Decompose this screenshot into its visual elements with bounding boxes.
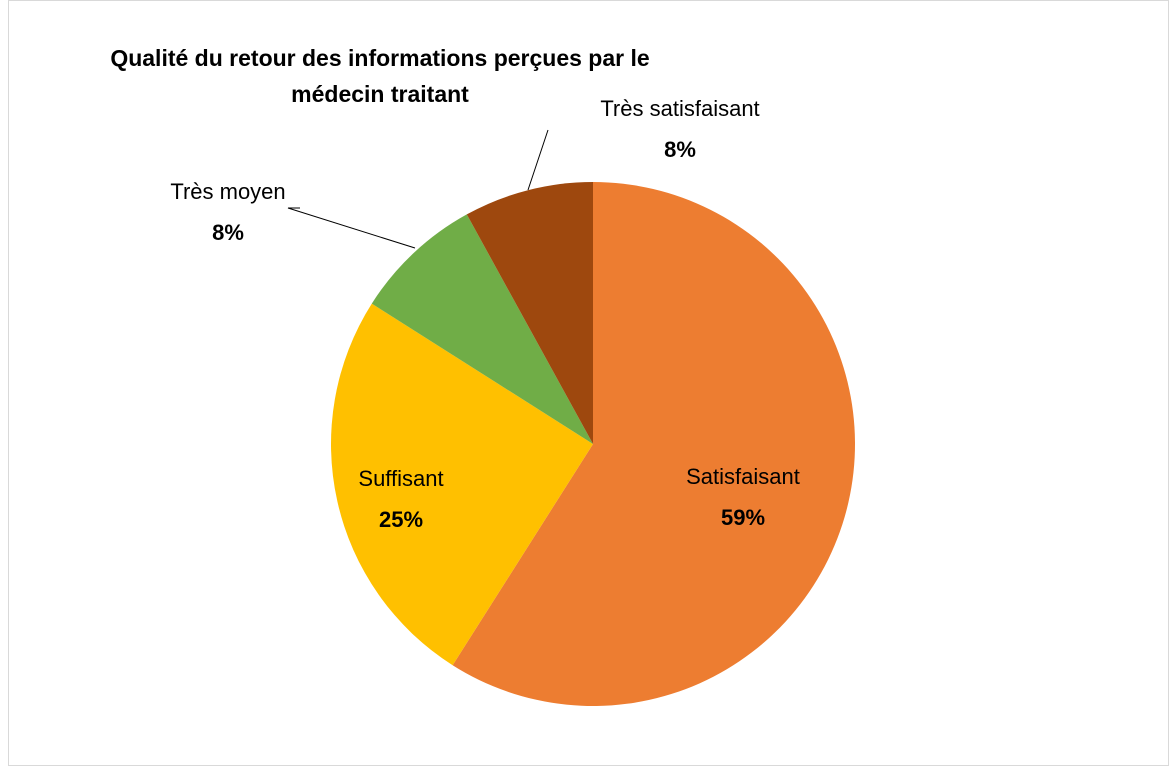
category-label: Satisfaisant [686, 464, 800, 489]
category-label: Suffisant [358, 466, 443, 491]
pie-slice [330, 303, 593, 666]
category-label: Très satisfaisant [600, 96, 759, 121]
pie-slice [466, 182, 593, 444]
chart-border [8, 0, 1169, 766]
value-label: 8% [664, 137, 696, 162]
value-label: 25% [379, 507, 423, 532]
leader-line [287, 207, 416, 249]
pie-slice [371, 214, 593, 444]
leader-line [527, 129, 549, 191]
value-label: 8% [212, 220, 244, 245]
pie-slice [452, 182, 855, 706]
value-label: 59% [721, 505, 765, 530]
category-label: Très moyen [170, 179, 285, 204]
chart-title: Qualité du retour des informations perçu… [110, 45, 650, 107]
